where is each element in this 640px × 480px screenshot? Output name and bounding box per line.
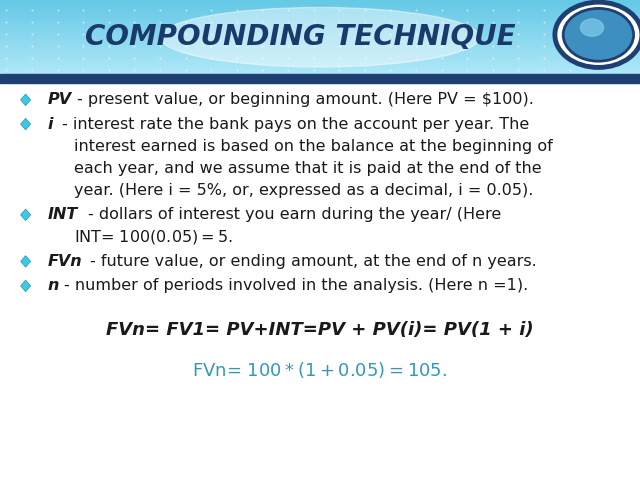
- Bar: [0, 83, 640, 480]
- Bar: [0, 63, 640, 65]
- Bar: [0, 14, 640, 17]
- Text: INT= $100(0.05) = $5.: INT= $100(0.05) = $5.: [74, 228, 232, 246]
- Bar: [0, 27, 640, 30]
- Polygon shape: [20, 209, 31, 221]
- Text: - future value, or ending amount, at the end of n years.: - future value, or ending amount, at the…: [90, 254, 536, 269]
- Bar: [0, 72, 640, 74]
- Text: - interest rate the bank pays on the account per year. The: - interest rate the bank pays on the acc…: [62, 117, 529, 132]
- Text: i: i: [48, 117, 54, 132]
- Bar: [0, 68, 640, 71]
- Text: year. (Here i = 5%, or, expressed as a decimal, i = 0.05).: year. (Here i = 5%, or, expressed as a d…: [74, 183, 533, 198]
- Polygon shape: [20, 119, 31, 130]
- Bar: [0, 37, 640, 39]
- Bar: [0, 5, 640, 8]
- Bar: [0, 7, 640, 9]
- Polygon shape: [20, 256, 31, 267]
- Bar: [0, 33, 640, 36]
- Ellipse shape: [160, 7, 480, 67]
- Bar: [0, 70, 640, 72]
- Bar: [0, 59, 640, 61]
- Bar: [0, 24, 640, 26]
- Bar: [0, 38, 640, 41]
- Text: each year, and we assume that it is paid at the end of the: each year, and we assume that it is paid…: [74, 161, 541, 176]
- Bar: [0, 18, 640, 21]
- Text: - present value, or beginning amount. (Here PV = $100).: - present value, or beginning amount. (H…: [77, 92, 534, 108]
- Bar: [0, 67, 640, 69]
- Bar: [0, 46, 640, 48]
- Bar: [0, 65, 640, 67]
- Bar: [0, 52, 640, 54]
- Bar: [0, 61, 640, 63]
- Bar: [0, 16, 640, 19]
- Circle shape: [580, 19, 604, 36]
- Bar: [0, 3, 640, 6]
- Bar: [0, 44, 640, 47]
- Bar: [0, 48, 640, 50]
- Text: n: n: [48, 278, 60, 293]
- Polygon shape: [20, 280, 31, 292]
- Bar: [0, 55, 640, 58]
- Bar: [0, 11, 640, 13]
- Bar: [0, 53, 640, 56]
- Bar: [0, 29, 640, 32]
- Bar: [0, 22, 640, 24]
- Text: FVn= $100*(1+ 0.05) = $105.: FVn= $100*(1+ 0.05) = $105.: [193, 360, 447, 380]
- Text: FVn: FVn: [48, 254, 83, 269]
- Text: - number of periods involved in the analysis. (Here n =1).: - number of periods involved in the anal…: [64, 278, 528, 293]
- Bar: [0, 12, 640, 15]
- Bar: [0, 35, 640, 37]
- Bar: [0, 40, 640, 43]
- Text: INT: INT: [48, 207, 78, 222]
- Text: PV: PV: [48, 92, 72, 108]
- Bar: [0, 1, 640, 4]
- Text: - dollars of interest you earn during the year/ (Here: - dollars of interest you earn during th…: [88, 207, 501, 222]
- Bar: [0, 42, 640, 45]
- Bar: [0, 50, 640, 52]
- Text: interest earned is based on the balance at the beginning of: interest earned is based on the balance …: [74, 139, 552, 154]
- Text: COMPOUNDING TECHNIQUE: COMPOUNDING TECHNIQUE: [86, 23, 516, 51]
- Circle shape: [555, 2, 640, 67]
- Bar: [0, 0, 640, 2]
- Circle shape: [564, 10, 632, 60]
- Text: FVn= FV1= PV+INT=PV + PV(i)= PV(1 + i): FVn= FV1= PV+INT=PV + PV(i)= PV(1 + i): [106, 321, 534, 339]
- Bar: [0, 74, 640, 83]
- Bar: [0, 31, 640, 34]
- Bar: [0, 57, 640, 60]
- Bar: [0, 20, 640, 22]
- Bar: [0, 9, 640, 11]
- Polygon shape: [20, 94, 31, 106]
- Bar: [0, 25, 640, 28]
